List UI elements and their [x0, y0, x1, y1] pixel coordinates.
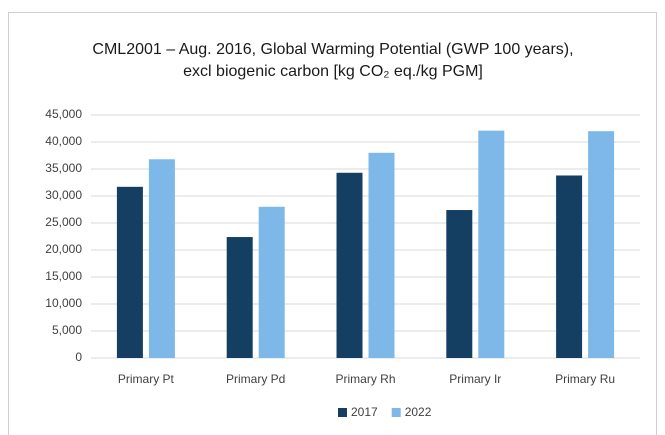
chart-title: excl biogenic carbon [kg CO₂ eq./kg PGM] [183, 63, 483, 80]
y-tick-label: 15,000 [45, 269, 82, 283]
chart-frame [8, 12, 657, 435]
x-tick-label: Primary Ir [449, 372, 501, 386]
y-tick-label: 40,000 [45, 134, 82, 148]
x-tick-label: Primary Rh [335, 372, 395, 386]
legend-label: 2022 [405, 405, 432, 419]
bar [116, 186, 143, 358]
y-tick-label: 30,000 [45, 188, 82, 202]
y-tick-label: 25,000 [45, 215, 82, 229]
y-tick-label: 0 [75, 350, 82, 364]
legend-swatch [391, 408, 401, 417]
x-tick-label: Primary Pd [226, 372, 285, 386]
x-tick-label: Primary Pt [118, 372, 175, 386]
bar [446, 210, 473, 358]
bar [226, 237, 253, 358]
y-tick-label: 20,000 [45, 242, 82, 256]
bar [258, 206, 285, 358]
y-tick-label: 5,000 [52, 323, 82, 337]
bar [556, 175, 583, 358]
bar [148, 159, 175, 358]
legend-label: 2017 [351, 405, 378, 419]
y-tick-label: 10,000 [45, 296, 82, 310]
legend-swatch [338, 408, 347, 417]
y-tick-label: 45,000 [45, 107, 82, 121]
bar [478, 130, 505, 358]
bar [336, 172, 363, 358]
bar [588, 131, 615, 358]
bar [368, 152, 395, 358]
x-tick-label: Primary Ru [555, 372, 615, 386]
y-tick-label: 35,000 [45, 161, 82, 175]
chart-title: CML2001 – Aug. 2016, Global Warming Pote… [92, 41, 573, 58]
